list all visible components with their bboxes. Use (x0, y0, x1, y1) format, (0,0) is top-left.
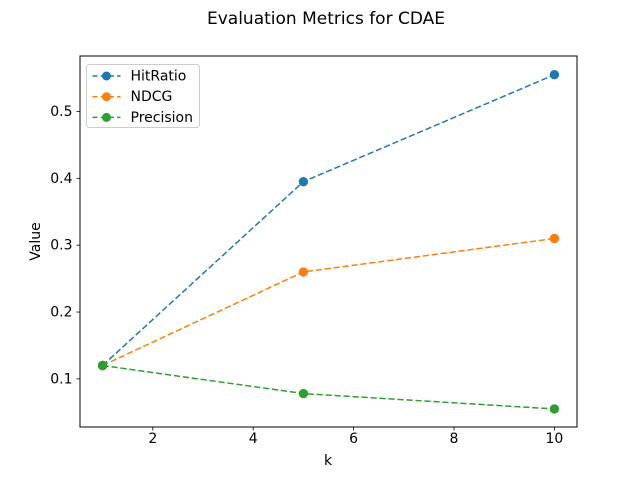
data-point-marker (97, 360, 108, 371)
legend-marker (102, 71, 111, 81)
y-tick-label: 0.3 (50, 238, 72, 254)
series-ndcg (97, 233, 560, 371)
legend-marker (102, 92, 111, 102)
y-tick-label: 0.1 (50, 371, 72, 387)
data-point-marker (549, 233, 560, 244)
legend-entry-precision: Precision (92, 110, 193, 126)
legend-entry-label: HitRatio (131, 68, 187, 84)
plot-area (97, 70, 560, 414)
series-line (102, 237, 555, 367)
series-line (102, 364, 555, 410)
legend: HitRatio NDCG Precision (86, 64, 200, 128)
data-point-marker (549, 70, 560, 80)
legend-entry-ndcg: NDCG (92, 89, 173, 105)
data-point-marker (298, 176, 309, 187)
x-tick-label: 2 (148, 431, 157, 447)
data-point-marker (298, 267, 309, 277)
chart-title: Evaluation Metrics for CDAE (207, 9, 445, 29)
legend-marker (102, 112, 111, 122)
y-tick-label: 0.2 (50, 305, 72, 321)
x-axis-label: k (324, 453, 333, 469)
data-point-marker (298, 388, 309, 399)
legend-entry-label: Precision (131, 110, 193, 126)
x-tick-label: 10 (545, 431, 563, 447)
axes: 2 4 6 8 10 0.1 0.2 0.3 0.4 0.5 (50, 55, 578, 447)
y-tick-label: 0.5 (50, 104, 72, 120)
data-point-marker (549, 404, 560, 414)
plot-border (79, 55, 578, 428)
legend-box (86, 64, 200, 128)
x-tick-label: 4 (249, 431, 258, 447)
y-axis-label: Value (28, 222, 44, 260)
y-tick-label: 0.4 (50, 171, 72, 187)
series-precision (97, 360, 560, 414)
legend-entry-label: NDCG (131, 89, 173, 105)
x-tick-label: 6 (349, 431, 358, 447)
legend-entry-hitratio: HitRatio (92, 68, 187, 84)
x-tick-label: 8 (450, 431, 459, 447)
